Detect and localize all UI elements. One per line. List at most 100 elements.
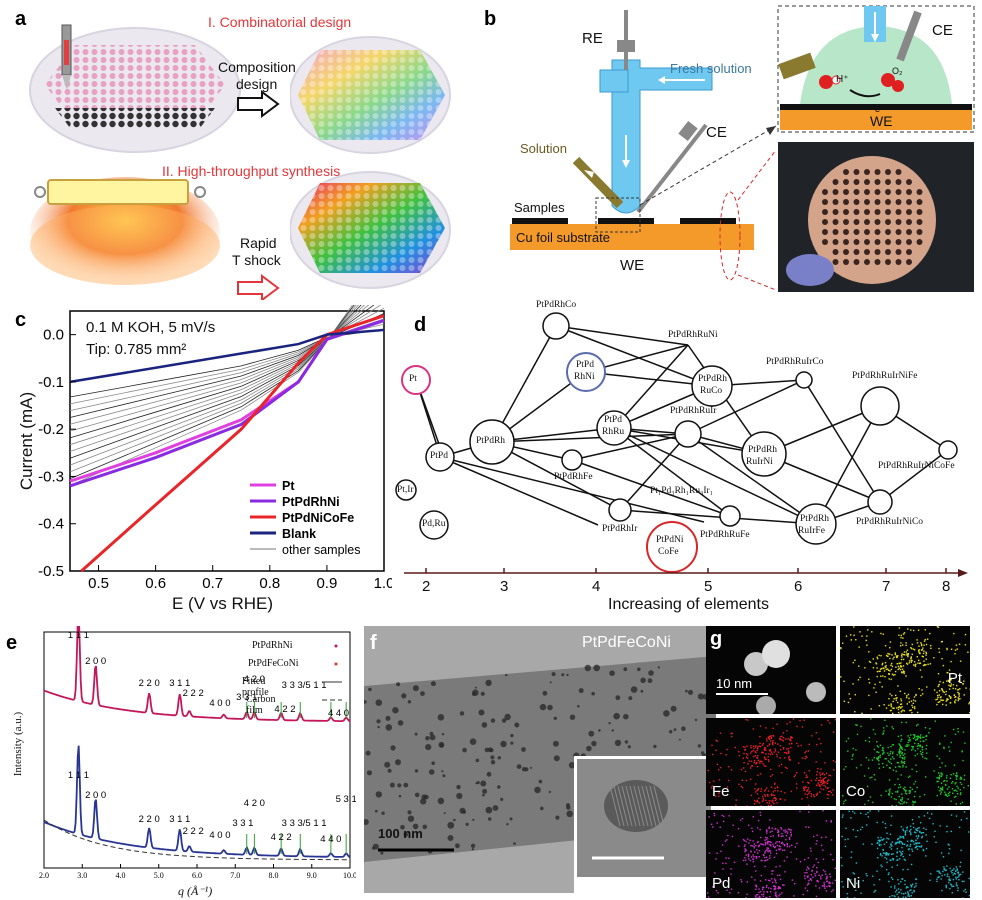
series-line-ptpdrhni: [69, 319, 385, 488]
peak-label: 3 3 1: [232, 818, 253, 829]
xrd-x-tick-label: 8.0: [269, 871, 279, 880]
label-ptpdrhruco-1: PtPdRh: [698, 374, 728, 384]
label-ptpdrhirfe-2: RuIrFe: [798, 526, 825, 536]
y-tick-label: -0.4: [38, 516, 64, 533]
xrd-x-tick-label: 9.0: [307, 871, 317, 880]
peak-label: 4 0 0: [209, 698, 230, 709]
panel-a-art: [29, 24, 280, 302]
panel-e-label: e: [6, 632, 18, 654]
iv-ylabel: Current (mA): [17, 391, 36, 491]
iv-xlabel: E (V vs RHE): [172, 594, 274, 613]
peak-label: 3 3 3/5 1 1: [282, 680, 327, 691]
iv-chart: 0.5 0.6 0.7 0.8 0.9 1.0 -0.5 -0.4 -0.3 -0.2 -0.1 0.…: [38, 260, 394, 592]
label-ptpdrhruco-2: RuCo: [700, 386, 723, 396]
fresh-solution-label: Fresh solution: [670, 61, 752, 76]
tick-8: 8: [942, 578, 951, 595]
arrow-icon-1: [237, 90, 280, 118]
xrd-x-tick-label: 2.0: [39, 871, 49, 880]
panel-d-label: d: [414, 314, 427, 336]
xrd-x-tick-label: 7.0: [230, 871, 240, 880]
node-ptpdrhruir: [674, 420, 702, 448]
peak-label: 1 1 1: [68, 770, 89, 781]
sample-spot-3: [680, 218, 736, 224]
samples-label: Samples: [514, 200, 565, 215]
y-tick-label: -0.2: [38, 421, 64, 438]
eds-map-pd: Pd: [706, 810, 836, 898]
node-pdru: [419, 510, 449, 540]
label-ptpdrhru-2: RhRu: [602, 427, 625, 437]
panel-a-label: a: [15, 8, 27, 30]
peak-label: 2 2 0: [139, 678, 160, 689]
panel-b: b: [480, 0, 980, 300]
legend-label: PtPdNiCoFe: [282, 511, 354, 525]
panel-f-letter: f: [370, 632, 377, 654]
label-ptpdrhruirnicofe: PtPdRhRuIrNiCoFe: [878, 461, 955, 471]
tick-7: 7: [882, 578, 891, 595]
peak-label: 4 2 2: [274, 704, 295, 715]
legend-label: PtPdRhNi: [282, 495, 340, 509]
eds-map-pt: Pt: [840, 626, 970, 714]
label-pt: Pt: [409, 374, 417, 384]
xrd-legend-2: PtPdFeCoNi: [248, 658, 299, 669]
sample-spot-2: [598, 218, 654, 224]
electron-label: e⁻: [875, 104, 886, 115]
node-ptpdrhruirni: [741, 431, 787, 477]
tick-5: 5: [704, 578, 713, 595]
xrd-x-tick-label: 4.0: [116, 871, 126, 880]
label-ptpdrhruirco: PtPdRhRuIrCo: [766, 357, 824, 367]
proton-label: H⁺: [836, 74, 849, 85]
y-tick-label: -0.3: [38, 468, 64, 485]
label-ptpdrhruirnife: PtPdRhRuIrNiFe: [852, 371, 918, 381]
arrow2-text-2: T shock: [232, 252, 281, 268]
carbon-film-curve: [43, 819, 351, 861]
node-ptpdrhruirnico: [867, 489, 893, 515]
peak-label: 2 0 0: [85, 790, 106, 801]
we-label: WE: [620, 257, 645, 274]
tick-2: 2: [422, 578, 431, 595]
eds-label-co: Co: [846, 783, 866, 800]
panel-b-label: b: [484, 8, 497, 30]
node-ptpdrhirfe: [795, 503, 837, 545]
y-tick-label: -0.5: [38, 563, 64, 580]
series-line-ptpdnicofe: [80, 314, 385, 573]
node-ptpdrhni: [566, 352, 606, 392]
peak-label: 3 1 1: [169, 814, 190, 825]
xrd-curve-ptpdfeconi: [43, 745, 351, 858]
iv-chart-frame: [69, 310, 385, 572]
node-ptpdrhrufe: [719, 505, 741, 527]
arrow-icon-2: [237, 274, 280, 302]
xrd-legend-1: PtPdRhNi: [252, 640, 293, 651]
other-sample-curve: [69, 276, 385, 466]
droplet: [800, 26, 952, 104]
xrd-legend-3: Fitted profile: [242, 676, 269, 698]
dark-sample-array: [55, 108, 215, 128]
arrow2-text-1: Rapid: [240, 235, 277, 251]
label-ptpdrhfe: PtPdRhFe: [554, 472, 593, 482]
ce-electrode: [636, 123, 708, 214]
tem-sample-name: PtPdFeCoNi: [582, 634, 671, 651]
label-ptir: Pt,Ir: [397, 485, 414, 495]
peak-label: 3 3 3/5 1 1: [282, 818, 327, 829]
node-ptpdrhruirnicofe: [938, 440, 958, 460]
xrd-curve-ptpdrhni: [43, 612, 351, 722]
node-ptpdrhfe: [561, 449, 583, 471]
tem-scale-label: 100 nm: [378, 826, 423, 841]
panel-c: c 0.5 0.6 0.7 0.8 0.9 1.0 -0.5 -0.4 -0.3 -0.2 -0.1…: [0, 260, 394, 615]
label-pdru: Pd,Ru: [422, 519, 446, 529]
x-tick-label: 0.7: [202, 575, 223, 592]
peak-label: 4 2 2: [271, 832, 292, 843]
arrow1-text-1: Composition: [218, 59, 296, 75]
xrd-ylabel: Intensity (a.u.): [12, 711, 24, 777]
x-tick-label: 0.5: [88, 575, 109, 592]
label-ptpdrhir: PtPdRhIr: [602, 524, 638, 534]
legend-label: other samples: [282, 543, 361, 557]
x-tick-label: 0.9: [316, 575, 337, 592]
eds-label-pd: Pd: [712, 875, 731, 892]
peak-label: 1 1 1: [68, 630, 89, 641]
pink-sample-array: [45, 45, 225, 125]
panel-d: d: [392, 300, 982, 620]
xrd-legend-4: Carbon film: [246, 694, 276, 716]
label-ptpdrh: PtPdRh: [476, 436, 506, 446]
panel-a: a: [0, 0, 380, 302]
label-ptpdrhru-1: PtPd: [604, 415, 622, 425]
